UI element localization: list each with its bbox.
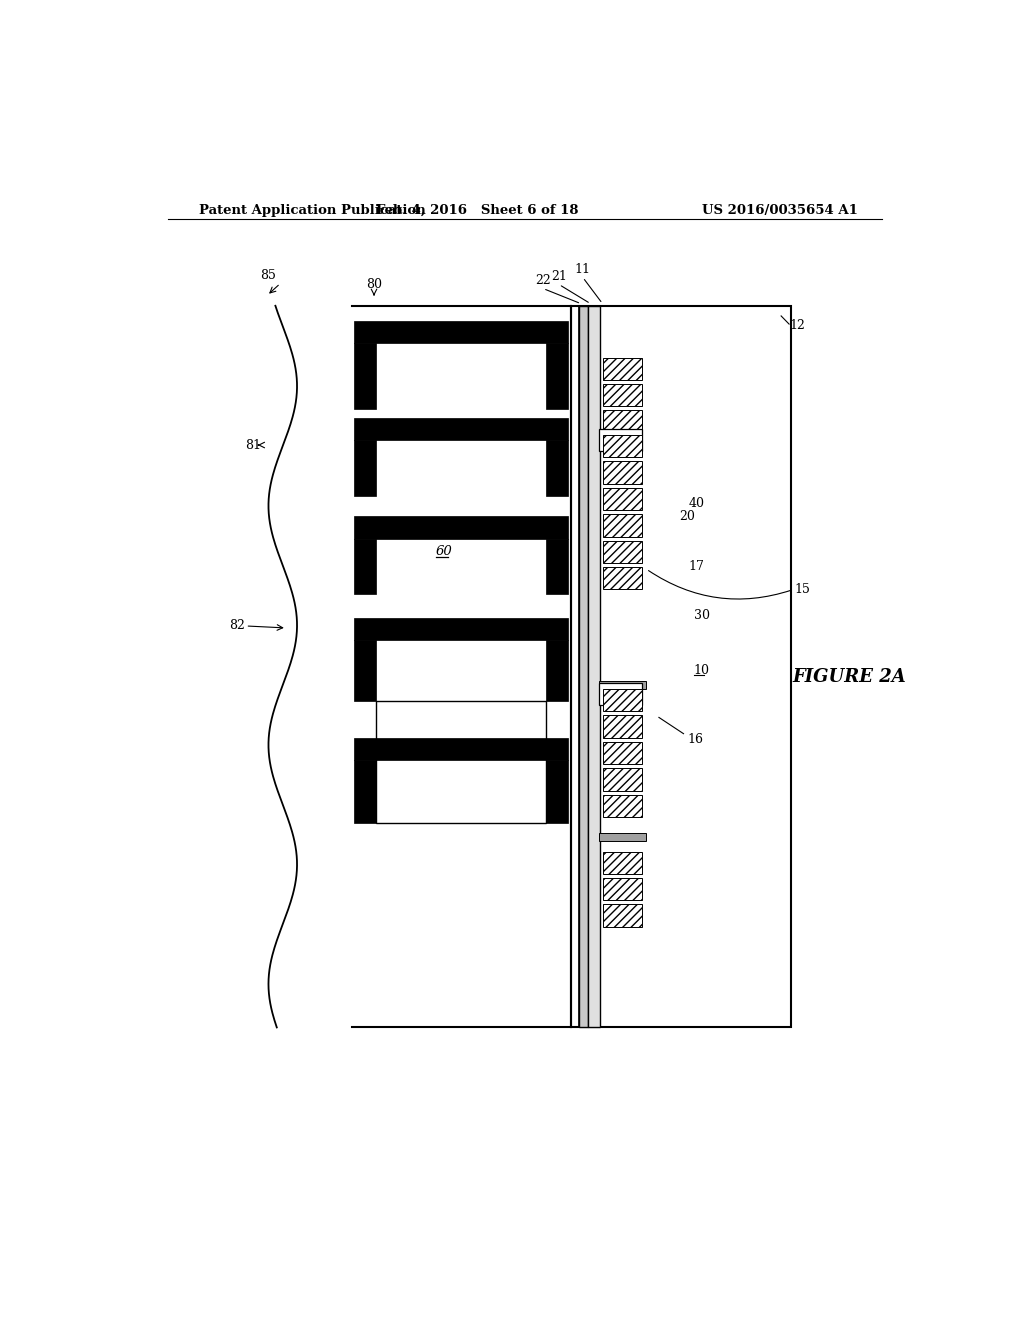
Text: 60: 60 <box>436 545 453 558</box>
Text: US 2016/0035654 A1: US 2016/0035654 A1 <box>702 205 858 216</box>
Bar <box>602 742 642 764</box>
Text: 15: 15 <box>795 583 811 595</box>
Text: 85: 85 <box>260 269 275 282</box>
Text: 11: 11 <box>574 263 591 276</box>
Bar <box>354 516 568 539</box>
Text: FIGURE 2A: FIGURE 2A <box>793 668 906 686</box>
Bar <box>602 568 642 589</box>
Bar <box>602 715 642 738</box>
Text: 30: 30 <box>694 610 710 622</box>
Bar <box>602 768 642 791</box>
Bar <box>377 701 546 824</box>
Text: 81: 81 <box>246 438 261 451</box>
Text: Patent Application Publication: Patent Application Publication <box>200 205 426 216</box>
Text: 10: 10 <box>694 664 710 677</box>
Bar <box>354 640 377 701</box>
Bar <box>588 306 600 1027</box>
Bar <box>599 681 646 689</box>
Bar <box>602 358 642 380</box>
Bar <box>599 682 642 705</box>
Bar <box>602 461 642 483</box>
Bar <box>546 539 568 594</box>
Text: Feb. 4, 2016   Sheet 6 of 18: Feb. 4, 2016 Sheet 6 of 18 <box>376 205 579 216</box>
Bar <box>602 689 642 711</box>
Bar <box>602 487 642 510</box>
Bar <box>602 434 642 457</box>
Text: 12: 12 <box>790 318 805 331</box>
Text: 17: 17 <box>688 561 705 573</box>
Bar <box>354 417 568 440</box>
Bar <box>354 618 568 640</box>
Bar <box>354 440 377 496</box>
Bar <box>354 321 568 343</box>
Text: 82: 82 <box>228 619 245 632</box>
Bar <box>546 640 568 701</box>
Bar <box>602 795 642 817</box>
Text: 80: 80 <box>366 277 382 290</box>
Bar <box>602 541 642 562</box>
Text: 16: 16 <box>687 734 703 746</box>
Text: 20: 20 <box>679 510 694 523</box>
Bar <box>599 833 646 841</box>
Bar <box>602 513 642 536</box>
Bar <box>602 878 642 900</box>
Bar <box>602 411 642 433</box>
Bar <box>354 539 377 594</box>
Bar <box>570 306 791 1027</box>
Bar <box>579 306 588 1027</box>
Bar <box>546 440 568 496</box>
Text: 22: 22 <box>536 275 551 288</box>
Bar <box>546 760 568 824</box>
Bar <box>602 851 642 874</box>
Text: 40: 40 <box>688 498 705 511</box>
Bar <box>354 738 568 760</box>
Bar <box>602 904 642 927</box>
Text: 21: 21 <box>551 271 567 284</box>
Bar <box>354 343 377 409</box>
Bar <box>354 760 377 824</box>
Bar <box>602 384 642 407</box>
Text: 50: 50 <box>492 622 507 635</box>
Bar <box>599 429 642 451</box>
Bar <box>546 343 568 409</box>
